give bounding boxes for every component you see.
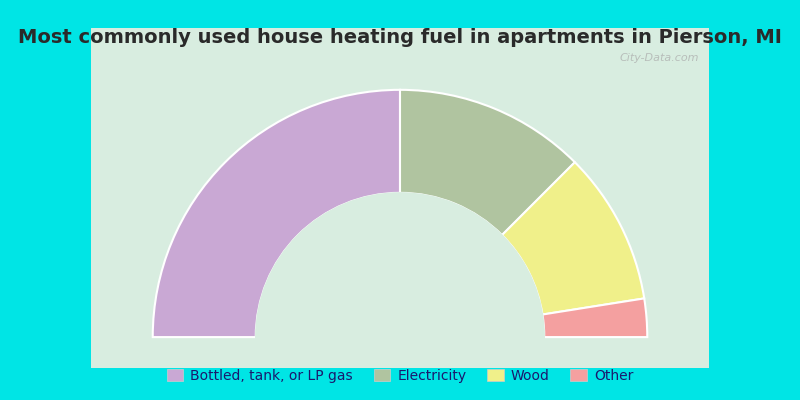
- Wedge shape: [153, 90, 400, 337]
- Wedge shape: [400, 90, 575, 235]
- Circle shape: [256, 193, 544, 400]
- Wedge shape: [502, 162, 644, 314]
- Text: Most commonly used house heating fuel in apartments in Pierson, MI: Most commonly used house heating fuel in…: [18, 28, 782, 47]
- Wedge shape: [542, 298, 647, 337]
- Legend: Bottled, tank, or LP gas, Electricity, Wood, Other: Bottled, tank, or LP gas, Electricity, W…: [161, 364, 639, 388]
- Text: City-Data.com: City-Data.com: [619, 53, 698, 63]
